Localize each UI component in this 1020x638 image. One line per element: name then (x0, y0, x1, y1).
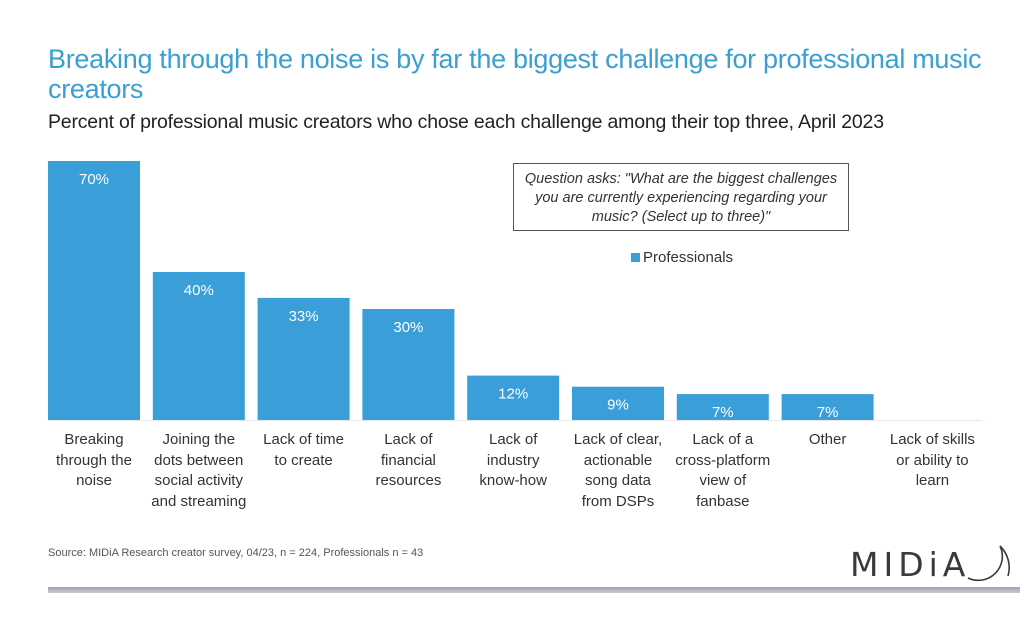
chart-title: Breaking through the noise is by far the… (48, 44, 982, 104)
chart-subtitle: Percent of professional music creators w… (48, 111, 884, 133)
bar-chart: 70% 40% 33% 30% 12% 9% 7% 7% (48, 161, 982, 421)
x-tick-label-2: Joining the dots between social activity an… (144, 430, 254, 512)
x-tick-label-line: from DSPs (581, 492, 655, 510)
bar-6 (572, 386, 664, 420)
x-tick-label-line: know-how (479, 472, 547, 489)
question-text: Question asks: "What are the biggest cha… (524, 171, 838, 225)
x-tick-label-1: Breaking through the noise (39, 430, 149, 492)
logo-text: MIDiA (850, 545, 970, 582)
x-tick-label-line: through the (56, 451, 132, 469)
x-tick-label-line: view of (699, 472, 747, 489)
x-tick-label-line: industry (486, 451, 540, 469)
x-tick-label-6: Lack of clear, actionable song data from DS… (563, 430, 673, 512)
bar-value-label-6: 9% (607, 397, 629, 414)
midia-logo: MIDiA (850, 545, 1010, 582)
x-tick-label-line: resources (375, 472, 442, 489)
x-tick-label-line: Joining the (162, 431, 236, 448)
bar-value-label-3: 33% (289, 308, 319, 325)
bar-value-label-4: 30% (393, 319, 423, 336)
x-tick-label-line: Lack of a (692, 431, 754, 448)
bar-value-label-2: 40% (184, 282, 214, 299)
logo-arc-right (999, 545, 1010, 577)
x-axis-labels: Breaking through the noise Joining the dots … (0, 430, 1020, 520)
bar-3 (257, 297, 350, 420)
x-tick-label-5: Lack of industry know-how (458, 430, 568, 492)
bar-4 (362, 309, 455, 420)
x-tick-label-line: noise (76, 472, 112, 489)
legend-swatch-professionals (631, 253, 640, 262)
logo-arc (967, 545, 1004, 582)
x-tick-label-9: Lack of skills or ability to learn (877, 430, 987, 492)
bar-value-label-7: 7% (712, 404, 734, 421)
x-tick-label-line: financial (380, 451, 436, 469)
x-tick-label-line: dots between (154, 451, 244, 469)
x-tick-label-line: and streaming (151, 492, 247, 510)
x-tick-label-line: Lack of clear, (573, 431, 663, 448)
bar-value-label-5: 12% (498, 386, 528, 403)
bar-value-label-1: 70% (79, 171, 109, 188)
bar-7 (676, 394, 769, 420)
bar-5 (467, 375, 560, 420)
x-tick-label-line: cross-platform (675, 451, 771, 469)
question-annotation-box: Question asks: "What are the biggest cha… (513, 163, 849, 231)
x-tick-label-line: fanbase (696, 492, 750, 510)
x-tick-label-line: Lack of skills (889, 431, 975, 448)
x-tick-label-line: or ability to (896, 451, 969, 469)
bar-value-label-8: 7% (817, 404, 839, 421)
bar-1 (48, 161, 140, 420)
x-tick-label-line: Other (808, 431, 847, 448)
source-note: Source: MIDiA Research creator survey, 0… (48, 547, 424, 559)
bottom-rule (48, 587, 1020, 593)
x-tick-label-line: to create (274, 451, 333, 469)
x-tick-label-line: social activity (154, 472, 243, 489)
x-tick-label-3: Lack of time to create (249, 430, 359, 471)
x-tick-label-8: Other (773, 430, 883, 451)
x-tick-label-line: Lack of (384, 431, 433, 448)
legend: Professionals (631, 249, 733, 266)
x-tick-label-line: learn (915, 472, 950, 489)
x-tick-label-7: Lack of a cross-platform view of fanbase (668, 430, 778, 512)
bar-2 (152, 272, 245, 420)
x-tick-label-line: actionable (583, 451, 653, 469)
bar-8 (781, 394, 874, 420)
legend-label-professionals: Professionals (643, 249, 734, 266)
x-tick-label-line: Lack of time (263, 431, 345, 448)
x-tick-label-4: Lack of financial resources (353, 430, 463, 492)
x-tick-label-line: Lack of (489, 431, 538, 448)
x-tick-label-line: Breaking (64, 431, 124, 448)
x-tick-label-line: song data (585, 472, 651, 489)
